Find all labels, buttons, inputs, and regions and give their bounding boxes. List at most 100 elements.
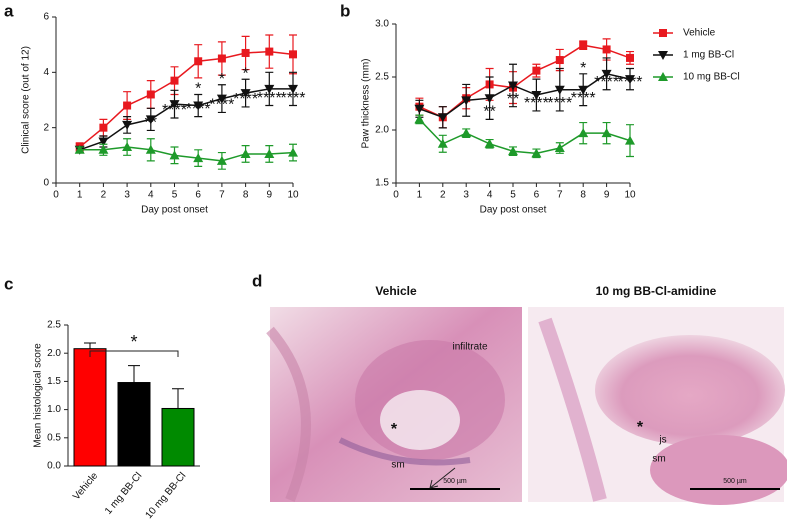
series-line	[419, 73, 631, 119]
x-tick-label: 0	[393, 190, 399, 201]
marker	[216, 94, 227, 104]
x-tick-label: 1	[77, 190, 83, 201]
marker	[602, 45, 611, 54]
marker	[659, 29, 667, 37]
marker	[288, 147, 298, 157]
marker	[216, 155, 227, 165]
x-tick-label: 2	[101, 190, 107, 201]
x-tick-label: 1	[417, 190, 423, 201]
y-tick-label: 2	[43, 122, 49, 133]
marker	[484, 138, 495, 148]
series-line	[419, 44, 631, 119]
significance: **	[507, 91, 519, 108]
marker	[658, 72, 668, 81]
marker	[122, 142, 133, 152]
significance: *	[130, 332, 137, 352]
marker	[414, 104, 425, 114]
histology-label: infiltrate	[452, 342, 487, 353]
marker	[241, 48, 250, 57]
scale-label: 500 µm	[443, 478, 467, 485]
marker	[461, 128, 472, 138]
marker	[240, 148, 251, 158]
error-bar	[84, 342, 96, 349]
y-tick-label: 2.0	[375, 125, 389, 136]
marker	[169, 150, 180, 160]
marker	[264, 148, 275, 158]
arrow	[429, 467, 456, 489]
series-line	[418, 118, 631, 155]
x-tick-label: 1 mg BB-Cl	[103, 471, 144, 517]
significance: *	[580, 60, 586, 77]
marker	[193, 153, 204, 163]
y-axis-title: Clinical score (out of 12)	[21, 46, 32, 154]
marker	[289, 50, 297, 59]
y-tick-label: 2.5	[47, 320, 61, 331]
x-tick-label: 5	[172, 190, 178, 201]
histology-image	[266, 307, 787, 505]
significance: *	[195, 81, 201, 98]
marker	[601, 69, 612, 79]
significance: *	[219, 71, 225, 88]
histology-label: *	[637, 419, 644, 436]
y-axis-title: Paw thickness (mm)	[361, 58, 372, 148]
y-tick-label: 3.0	[375, 19, 389, 30]
marker	[531, 91, 542, 101]
significance: ****	[281, 90, 306, 107]
marker	[122, 120, 133, 130]
marker	[265, 47, 274, 56]
significance: ****	[209, 97, 234, 114]
x-tick-label: 10	[287, 190, 299, 201]
x-axis-title: Day post onset	[141, 205, 208, 216]
marker	[123, 101, 132, 110]
y-tick-label: 1.5	[375, 178, 389, 189]
marker	[461, 96, 472, 106]
y-tick-label: 1.0	[47, 404, 61, 415]
series-line	[79, 88, 293, 151]
x-tick-label: 3	[124, 190, 130, 201]
significance: ****	[162, 102, 187, 119]
significance: ****	[547, 95, 572, 112]
x-tick-label: 4	[148, 190, 154, 201]
y-tick-label: 0.0	[47, 461, 61, 472]
marker	[601, 128, 612, 138]
marker	[169, 100, 180, 110]
marker	[145, 144, 156, 154]
y-tick-label: 0.5	[47, 432, 61, 443]
marker	[532, 66, 541, 75]
significance: ****	[186, 101, 211, 118]
significance: ****	[594, 74, 619, 91]
marker	[437, 138, 448, 148]
marker	[170, 76, 179, 85]
marker	[193, 101, 204, 111]
marker	[578, 85, 589, 95]
y-axis-title: Mean histological score	[33, 343, 44, 448]
x-tick-label: 7	[557, 190, 563, 201]
marker	[554, 85, 565, 95]
significance: ****	[257, 90, 282, 107]
x-tick-label: 0	[53, 190, 59, 201]
x-tick-label: 4	[487, 190, 493, 201]
x-tick-label: 3	[463, 190, 469, 201]
x-tick-label: 6	[534, 190, 540, 201]
bar	[117, 382, 151, 467]
error-bar	[172, 388, 184, 409]
y-tick-label: 4	[43, 67, 49, 78]
panel-label: c	[4, 274, 13, 293]
y-tick-label: 0	[43, 178, 49, 189]
marker	[217, 54, 226, 63]
marker	[625, 75, 635, 85]
marker	[484, 94, 495, 104]
legend-label: 10 mg BB-Cl	[683, 72, 740, 83]
panel-label: a	[4, 1, 14, 20]
marker	[658, 51, 668, 60]
legend-label: Vehicle	[683, 28, 716, 39]
marker	[98, 144, 109, 154]
marker	[508, 146, 518, 156]
marker	[554, 143, 565, 153]
x-tick-label: 10	[624, 190, 636, 201]
y-tick-label: 1.5	[47, 376, 61, 387]
x-tick-label: 8	[243, 190, 249, 201]
significance: **	[145, 115, 157, 132]
marker	[145, 115, 156, 125]
marker	[98, 137, 109, 147]
